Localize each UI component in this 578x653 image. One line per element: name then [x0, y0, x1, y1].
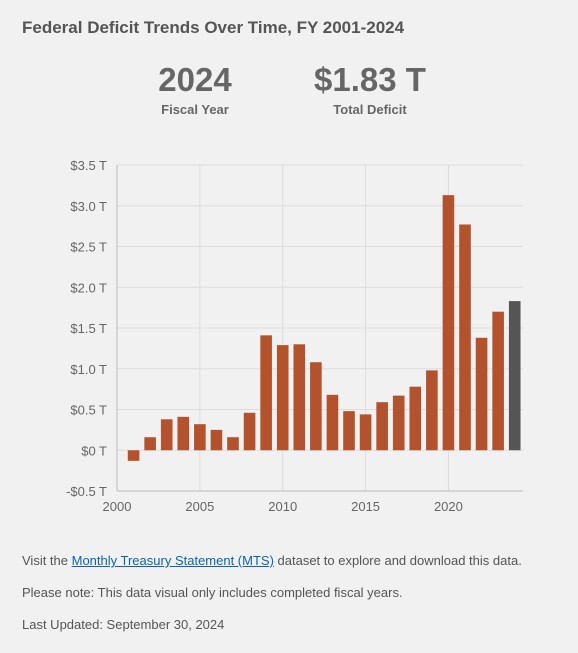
bar-fy-2023[interactable] [492, 311, 504, 451]
bar-fy-2003[interactable] [160, 419, 173, 451]
bar-fy-2006[interactable] [210, 429, 223, 451]
bar-fy-2004[interactable] [177, 416, 190, 451]
bar-fy-2024[interactable] [508, 301, 521, 451]
y-tick-label: -$0.5 T [66, 484, 107, 499]
completed-years-note: Please note: This data visual only inclu… [22, 585, 403, 600]
bar-fy-2014[interactable] [343, 411, 355, 451]
visit-mts-text: Visit the Monthly Treasury Statement (MT… [22, 553, 522, 568]
fiscal-year-stat: 2024 Fiscal Year [155, 60, 235, 117]
bar-fy-2009[interactable] [260, 335, 272, 451]
bar-fy-2007[interactable] [227, 437, 239, 451]
x-tick-label: 2010 [268, 499, 297, 514]
visit-suffix: dataset to explore and download this dat… [273, 553, 522, 568]
total-deficit-label: Total Deficit [333, 102, 407, 117]
y-tick-label: $1.0 T [70, 362, 107, 377]
bar-fy-2022[interactable] [475, 337, 488, 451]
y-tick-label: $0 T [81, 443, 107, 458]
bar-fy-2010[interactable] [276, 345, 289, 451]
bar-fy-2002[interactable] [144, 437, 156, 451]
bar-fy-2011[interactable] [293, 344, 306, 451]
bar-fy-2012[interactable] [310, 362, 322, 451]
bar-fy-2018[interactable] [409, 386, 422, 451]
bar-fy-2001[interactable] [127, 450, 140, 461]
bar-fy-2017[interactable] [392, 395, 405, 451]
fiscal-year-value: 2024 [158, 61, 232, 98]
axes: -$0.5 T $0 T $0.5 T $1.0 T $1.5 T $2.0 T $2.5 … [66, 158, 523, 514]
total-deficit-value: $1.83 T [314, 61, 426, 98]
bar-fy-2005[interactable] [194, 424, 206, 451]
bar-fy-2008[interactable] [243, 412, 256, 451]
x-tick-label: 2015 [351, 499, 380, 514]
deficit-bar-chart: -$0.5 T $0 T $0.5 T $1.0 T $1.5 T $2.0 T $2.5 … [66, 158, 523, 514]
bar-fy-2020[interactable] [442, 195, 455, 451]
y-tick-label: $0.5 T [70, 403, 107, 418]
chart-title: Federal Deficit Trends Over Time, FY 200… [22, 18, 405, 37]
y-tick-label: $1.5 T [70, 321, 107, 336]
x-tick-label: 2020 [434, 499, 463, 514]
y-tick-label: $3.5 T [70, 158, 107, 173]
bar-fy-2019[interactable] [426, 370, 438, 451]
y-tick-label: $2.5 T [70, 240, 107, 255]
bar-fy-2015[interactable] [359, 414, 372, 451]
last-updated-text: Last Updated: September 30, 2024 [22, 617, 225, 632]
bar-fy-2021[interactable] [459, 224, 471, 451]
x-tick-label: 2005 [185, 499, 214, 514]
bar-fy-2016[interactable] [376, 402, 388, 451]
y-tick-label: $3.0 T [70, 199, 107, 214]
bars[interactable] [127, 195, 521, 461]
x-tick-label: 2000 [103, 499, 132, 514]
total-deficit-stat: $1.83 T Total Deficit [305, 60, 435, 117]
y-tick-label: $2.0 T [70, 280, 107, 295]
mts-dataset-link[interactable]: Monthly Treasury Statement (MTS) [71, 553, 274, 568]
fiscal-year-label: Fiscal Year [161, 102, 229, 117]
visit-prefix: Visit the [22, 553, 72, 568]
bar-fy-2013[interactable] [326, 394, 339, 451]
